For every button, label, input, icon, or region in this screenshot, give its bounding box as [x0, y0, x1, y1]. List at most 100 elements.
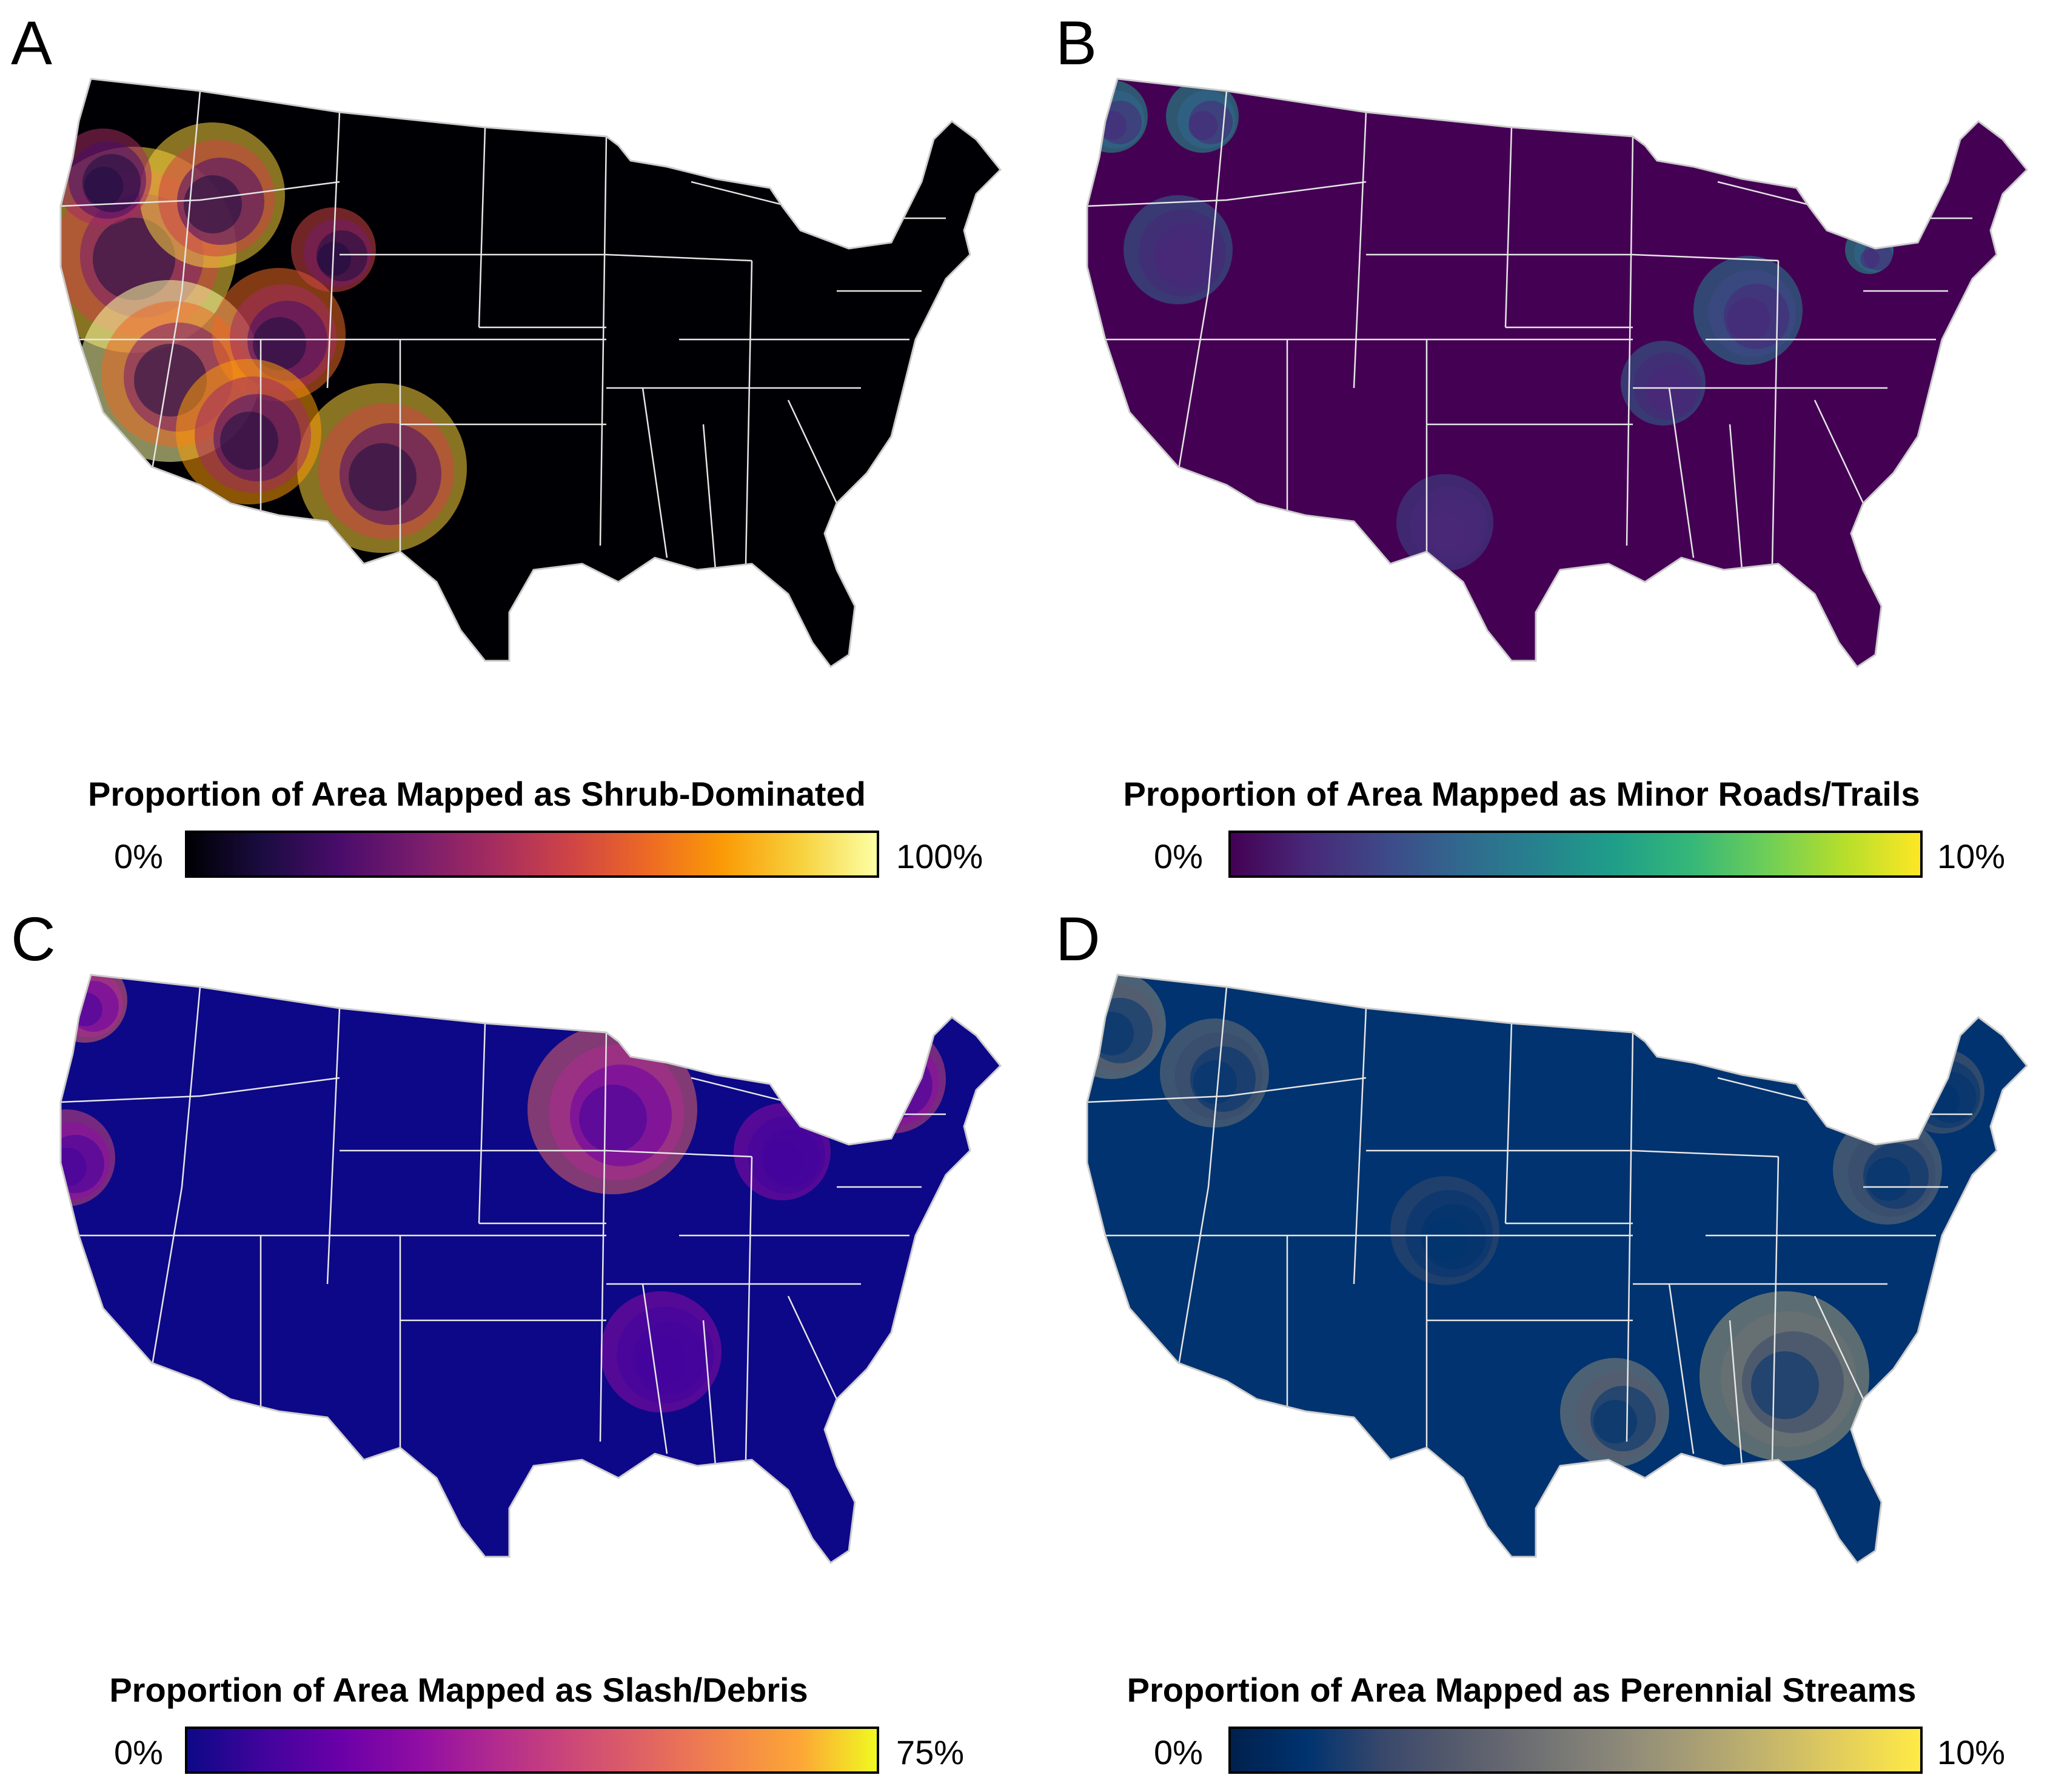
state-boundary	[478, 1023, 486, 1224]
state-boundary	[478, 127, 486, 328]
map-intensity-blob	[317, 242, 351, 276]
state-boundary	[1771, 1156, 1780, 1460]
state-boundary	[1729, 424, 1743, 570]
colorbar-max-label-d: 10%	[1937, 1733, 2006, 1771]
map-intensity-blob	[1193, 1060, 1237, 1104]
panel-letter-c: C	[11, 904, 56, 974]
colorbar-min-label-a: 0%	[114, 837, 163, 875]
map-intensity-blob	[69, 992, 102, 1026]
colorbar-max-label-a: 100%	[896, 837, 983, 875]
state-boundary	[599, 1032, 608, 1442]
state-boundary	[181, 90, 201, 292]
panel-a: A Proportion of Area Mapped as Shrub-Dom…	[0, 0, 1026, 896]
state-boundary	[1771, 260, 1780, 564]
map-raster-d	[1087, 975, 2027, 1563]
map-intensity-blob	[870, 1066, 914, 1110]
state-boundary	[1087, 181, 1367, 207]
state-boundary	[326, 112, 341, 389]
panel-letter-d: D	[1056, 904, 1100, 974]
map-intensity-blob	[1097, 111, 1127, 140]
legend-title-a: Proportion of Area Mapped as Shrub-Domin…	[88, 775, 866, 813]
us-map-d	[1086, 974, 2029, 1565]
state-boundary	[641, 1283, 668, 1454]
colorbar-c	[185, 1727, 879, 1774]
state-boundary	[1814, 1296, 1864, 1400]
map-intensity-blob	[867, 1052, 933, 1118]
state-boundary	[1717, 1077, 1815, 1103]
us-outline	[59, 974, 1002, 1565]
us-outline	[59, 78, 1002, 669]
us-outline	[1086, 78, 2029, 669]
state-boundary	[1207, 90, 1228, 292]
colorbar-max-label-b: 10%	[1937, 837, 2006, 875]
map-intensity-blob	[1860, 249, 1880, 269]
legend-title-c: Proportion of Area Mapped as Slash/Debri…	[109, 1671, 808, 1709]
map-land-fill	[1087, 79, 2027, 667]
map-intensity-blob	[1188, 111, 1217, 140]
us-map-c	[59, 974, 1002, 1565]
state-boundary	[1087, 1077, 1367, 1103]
map-raster-b	[1087, 79, 2027, 667]
map-intensity-blob	[1647, 375, 1681, 409]
state-boundary	[691, 1077, 789, 1103]
state-boundary	[1207, 986, 1228, 1188]
map-intensity-blob	[637, 1337, 686, 1385]
map-intensity-blob	[1751, 1351, 1819, 1419]
state-boundary	[1626, 136, 1634, 546]
colorbar-min-label-c: 0%	[114, 1733, 163, 1771]
panel-d: D Proportion of Area Mapped as Perennial…	[1026, 896, 2053, 1792]
map-intensity-blob	[184, 175, 242, 233]
panel-letter-b: B	[1056, 8, 1097, 78]
state-boundary	[61, 1077, 340, 1103]
us-outline	[1086, 974, 2029, 1565]
us-map-b	[1086, 78, 2029, 669]
state-boundary	[61, 181, 340, 207]
colorbar-max-label-c: 75%	[896, 1733, 965, 1771]
map-raster-c	[61, 975, 1000, 1563]
map-land-fill	[61, 975, 1000, 1563]
map-intensity-blob	[84, 167, 123, 206]
state-boundary	[702, 1320, 717, 1466]
state-boundary	[1353, 112, 1367, 389]
legend-title-d: Proportion of Area Mapped as Perennial S…	[1127, 1671, 1917, 1709]
state-boundary	[606, 253, 752, 262]
panel-c: C Proportion of Area Mapped as Slash/Deb…	[0, 896, 1026, 1792]
colorbar-d	[1228, 1727, 1923, 1774]
state-boundary	[1717, 181, 1815, 207]
state-boundary	[745, 260, 753, 564]
map-intensity-blob	[61, 1148, 87, 1186]
map-intensity-blob	[1866, 1157, 1910, 1201]
map-intensity-blob	[1593, 1400, 1637, 1443]
state-boundary	[787, 400, 838, 504]
map-intensity-blob	[579, 1085, 647, 1152]
state-boundary	[1353, 1008, 1367, 1285]
state-boundary	[1632, 1149, 1779, 1158]
state-boundary	[745, 1156, 753, 1460]
state-boundary	[1626, 1032, 1634, 1442]
colorbar-a	[185, 831, 879, 878]
state-boundary	[1504, 127, 1513, 328]
colorbar-b	[1228, 831, 1923, 878]
map-intensity-blob	[1157, 237, 1201, 281]
state-boundary	[641, 387, 668, 558]
state-boundary	[606, 1149, 752, 1158]
state-boundary	[702, 424, 717, 570]
us-map-a	[59, 78, 1002, 669]
map-land-fill	[61, 79, 1000, 667]
panel-letter-a: A	[11, 8, 53, 78]
state-boundary	[326, 1008, 341, 1285]
colorbar-min-label-d: 0%	[1154, 1733, 1203, 1771]
state-boundary	[599, 136, 608, 546]
map-intensity-blob	[763, 1142, 802, 1180]
map-intensity-blob	[1424, 1218, 1467, 1262]
panel-b: B Proportion of Area Mapped as Minor Roa…	[1026, 0, 2053, 896]
state-boundary	[1668, 387, 1695, 558]
map-intensity-blob	[1426, 512, 1465, 551]
state-boundary	[1504, 1023, 1513, 1224]
colorbar-min-label-b: 0%	[1154, 837, 1203, 875]
map-intensity-blob	[220, 412, 278, 470]
state-boundary	[1814, 400, 1864, 504]
state-boundary	[1668, 1283, 1695, 1454]
map-intensity-blob	[349, 443, 417, 511]
map-raster-a	[61, 79, 1000, 667]
